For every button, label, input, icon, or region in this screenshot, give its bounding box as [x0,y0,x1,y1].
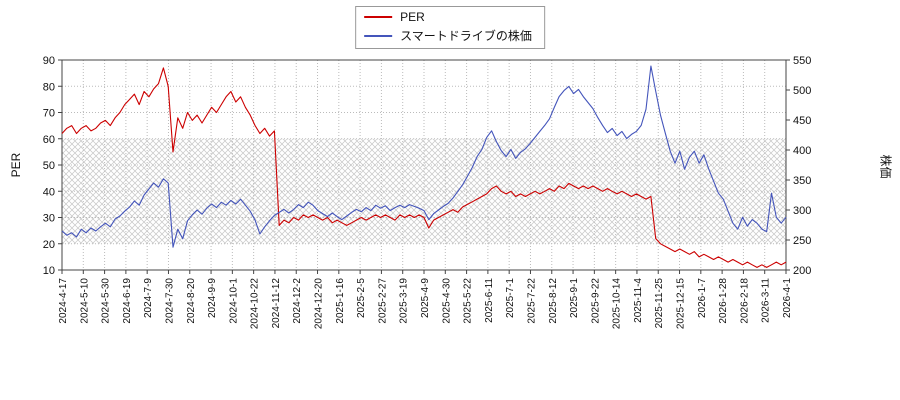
x-tick-label: 2025-8-12 [548,278,559,324]
x-tick-label: 2024-4-17 [58,278,69,324]
x-tick-label: 2024-6-19 [122,278,133,324]
right-tick-label: 200 [793,265,811,277]
x-tick-label: 2025-5-22 [463,278,474,324]
left-tick-label: 20 [43,239,55,251]
x-tick-label: 2024-5-30 [101,278,112,324]
x-tick-label: 2026-1-7 [697,278,708,318]
left-tick-label: 70 [43,108,55,120]
left-axis-title: PER [9,152,23,178]
x-tick-label: 2025-2-27 [377,278,388,324]
x-tick-label: 2024-11-12 [271,278,282,329]
x-tick-label: 2026-3-11 [761,278,772,323]
x-tick-label: 2025-11-4 [633,278,644,323]
x-tick-label: 2024-10-22 [250,278,261,330]
legend-item-per: PER [364,10,532,24]
x-tick-label: 2025-3-19 [399,278,410,324]
right-axis-title: 株価 [878,154,893,179]
x-tick-label: 2024-7-9 [143,278,154,318]
x-tick-label: 2025-7-22 [526,278,537,324]
x-tick-label: 2025-11-25 [654,278,665,329]
right-tick-label: 550 [793,55,811,67]
x-tick-label: 2024-5-10 [79,278,90,324]
left-tick-label: 30 [43,213,55,225]
x-tick-label: 2025-4-30 [441,278,452,324]
x-tick-label: 2024-9-9 [207,278,218,318]
right-tick-label: 300 [793,205,811,217]
x-tick-label: 2025-10-14 [612,278,623,330]
right-tick-label: 450 [793,115,811,127]
right-tick-label: 500 [793,85,811,97]
x-tick-label: 2025-6-11 [484,278,495,323]
legend-label-per: PER [400,10,425,24]
legend-item-price: スマートドライブの株価 [364,27,532,44]
x-tick-label: 2025-9-22 [590,278,601,324]
left-tick-label: 80 [43,81,55,93]
left-tick-label: 60 [43,134,55,146]
x-tick-label: 2025-9-1 [569,278,580,318]
right-tick-label: 250 [793,235,811,247]
left-tick-label: 90 [43,55,55,67]
legend: PER スマートドライブの株価 [355,6,545,49]
x-tick-label: 2025-7-1 [505,278,516,318]
legend-label-price: スマートドライブの株価 [400,29,532,43]
per-line [61,67,787,268]
x-tick-label: 2024-7-30 [164,278,175,324]
hatch-band [62,138,786,244]
left-tick-label: 40 [43,186,55,198]
right-tick-label: 400 [793,145,811,157]
x-tick-label: 2024-8-20 [186,278,197,324]
x-tick-label: 2026-4-1 [782,278,793,318]
x-tick-label: 2024-12-20 [314,278,325,330]
right-tick-label: 350 [793,175,811,187]
x-tick-label: 2026-2-18 [739,278,750,324]
x-tick-label: 2025-2-5 [356,278,367,318]
x-tick-label: 2024-10-1 [228,278,239,324]
x-tick-label: 2026-1-28 [718,278,729,324]
x-tick-label: 2024-12-2 [292,278,303,324]
x-tick-label: 2025-12-15 [676,278,687,330]
x-tick-label: 2025-4-9 [420,278,431,318]
left-tick-label: 10 [43,265,55,277]
per-line-swatch [364,16,393,18]
price-line-swatch [364,34,393,37]
price-line [61,65,787,248]
x-tick-label: 2025-1-16 [335,278,346,324]
left-tick-label: 50 [43,160,55,172]
